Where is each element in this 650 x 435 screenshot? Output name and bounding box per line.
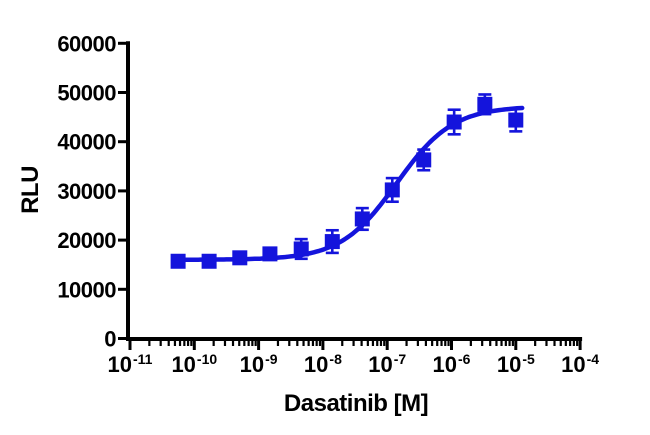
y-axis-title: RLU	[17, 166, 44, 214]
y-tick-label: 0	[104, 327, 116, 352]
data-point	[293, 241, 309, 257]
data-point	[354, 211, 370, 227]
data-point	[446, 114, 462, 130]
data-point	[170, 253, 186, 269]
data-point	[384, 182, 400, 198]
x-tick-label: 10-8	[304, 351, 342, 377]
x-tick-label: 10-5	[497, 351, 535, 377]
data-point	[262, 246, 278, 262]
y-tick-label: 30000	[57, 179, 116, 204]
x-tick-label: 10-7	[368, 351, 406, 377]
data-point	[232, 250, 248, 266]
y-tick-label: 10000	[57, 277, 116, 302]
y-tick-label: 60000	[57, 31, 116, 56]
x-tick-label: 10-11	[108, 351, 153, 377]
x-tick-label: 10-4	[561, 351, 599, 377]
y-tick-label: 40000	[57, 130, 116, 155]
fit-curve	[175, 105, 525, 262]
data-point	[416, 152, 432, 168]
x-tick-label: 10-6	[433, 351, 471, 377]
data-point	[508, 112, 524, 128]
data-point	[477, 96, 493, 112]
x-tick-label: 10-10	[171, 351, 217, 377]
x-axis-title: Dasatinib [M]	[283, 390, 429, 417]
x-tick-label: 10-9	[240, 351, 278, 377]
data-point	[324, 234, 340, 250]
data-point	[201, 253, 217, 269]
y-tick-label: 20000	[57, 228, 116, 253]
y-tick-label: 50000	[57, 81, 116, 106]
